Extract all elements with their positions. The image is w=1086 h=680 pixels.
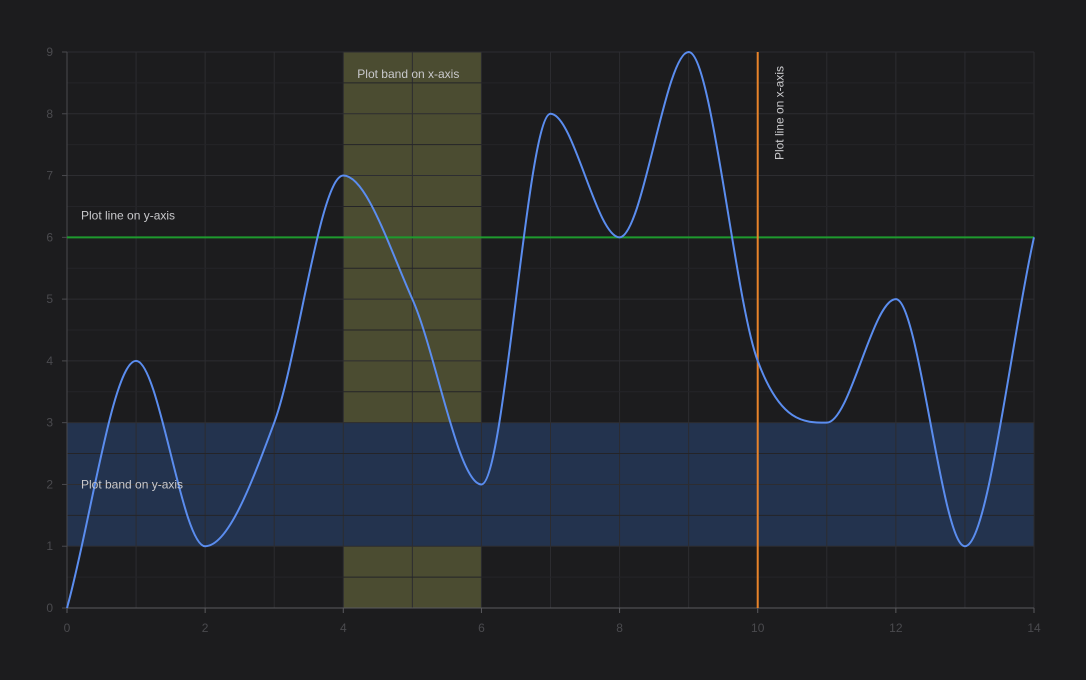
x-tick-label: 0 bbox=[64, 621, 71, 635]
y-tick-label: 4 bbox=[46, 354, 53, 368]
plot-line-y-label: Plot line on y-axis bbox=[81, 208, 175, 222]
plot-band-x-label: Plot band on x-axis bbox=[357, 67, 459, 81]
y-tick-label: 6 bbox=[46, 230, 53, 244]
y-tick-label: 1 bbox=[46, 539, 53, 553]
x-tick-label: 14 bbox=[1027, 621, 1041, 635]
x-tick-label: 2 bbox=[202, 621, 209, 635]
x-tick-label: 10 bbox=[751, 621, 765, 635]
y-tick-label: 5 bbox=[46, 292, 53, 306]
grid bbox=[66, 51, 1035, 609]
y-tick-label: 9 bbox=[46, 45, 53, 59]
y-tick-label: 0 bbox=[46, 601, 53, 615]
annotations: Plot band on x-axis Plot band on y-axis Pl… bbox=[81, 66, 787, 491]
y-tick-label: 3 bbox=[46, 416, 53, 430]
y-tick-label: 7 bbox=[46, 169, 53, 183]
x-tick-label: 4 bbox=[340, 621, 347, 635]
x-tick-label: 6 bbox=[478, 621, 485, 635]
x-tick-label: 12 bbox=[889, 621, 903, 635]
series-line bbox=[66, 51, 1035, 609]
x-tick-label: 8 bbox=[616, 621, 623, 635]
plot-line-x-label: Plot line on x-axis bbox=[773, 66, 787, 160]
y-tick-label: 8 bbox=[46, 107, 53, 121]
series-layer bbox=[66, 51, 1035, 609]
plot-lines bbox=[67, 52, 1034, 608]
plot-band-y-label: Plot band on y-axis bbox=[81, 477, 183, 491]
y-tick-label: 2 bbox=[46, 477, 53, 491]
